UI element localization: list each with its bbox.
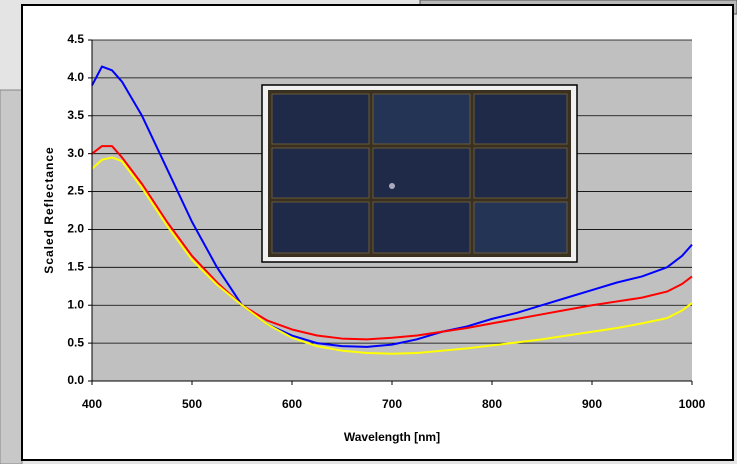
y-tick-label: 3.5 bbox=[67, 108, 84, 122]
side-panel bbox=[0, 89, 23, 464]
y-axis-label: Scaled Reflectance bbox=[42, 146, 56, 273]
y-tick-label: 1.5 bbox=[67, 260, 84, 274]
series-line bbox=[91, 65, 693, 348]
y-tick-label: 4.5 bbox=[67, 32, 84, 46]
y-tick-label: 3.0 bbox=[67, 146, 84, 160]
x-tick-label: 400 bbox=[82, 397, 102, 411]
y-tick-label: 1.0 bbox=[67, 297, 84, 311]
x-tick-label: 500 bbox=[182, 397, 202, 411]
series-line bbox=[91, 145, 693, 341]
x-tick-label: 800 bbox=[482, 397, 502, 411]
x-tick-label: 700 bbox=[382, 397, 402, 411]
y-tick-label: 4.0 bbox=[67, 70, 84, 84]
y-tick-label: 2.5 bbox=[67, 184, 84, 198]
series-line bbox=[91, 156, 693, 355]
y-tick-label: 0.5 bbox=[67, 335, 84, 349]
y-tick-label: 0.0 bbox=[67, 373, 84, 387]
x-tick-label: 1000 bbox=[679, 397, 706, 411]
x-tick-label: 900 bbox=[582, 397, 602, 411]
inset-photo bbox=[261, 84, 578, 263]
y-tick-label: 2.0 bbox=[67, 222, 84, 236]
x-tick-label: 600 bbox=[282, 397, 302, 411]
x-axis-label: Wavelength [nm] bbox=[344, 430, 440, 444]
